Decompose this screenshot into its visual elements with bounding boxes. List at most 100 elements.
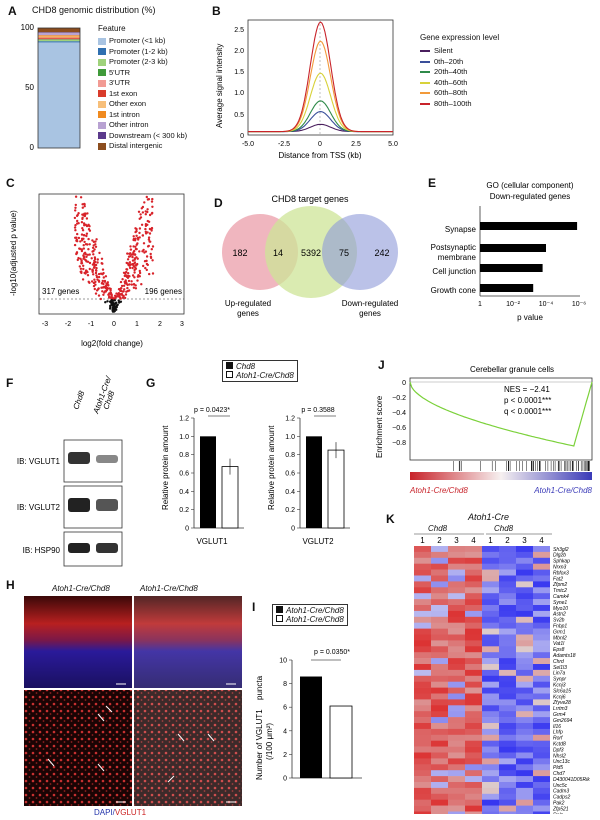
heatmap-cell [533,557,550,564]
point [128,266,132,270]
heatmap-cell [431,669,448,677]
segment-5 [38,37,80,39]
svg-text:Down-regulated genes: Down-regulated genes [490,192,571,201]
heatmap-cell [516,711,533,718]
point [92,266,96,269]
heatmap-cell [465,675,482,682]
heatmap-cell [465,758,482,765]
heatmap-cell [533,610,550,618]
ylabel: Average signal intensity [215,44,224,128]
svg-text:10⁻⁶: 10⁻⁶ [572,301,586,308]
svg-text:membrane: membrane [438,253,477,262]
heatmap-cell [499,646,516,653]
heatmap-cell [465,575,482,582]
heatmap-cell [448,587,465,594]
point [77,222,80,225]
point [127,272,130,275]
panel-e-chart: GO (cellular component) Down-regulated g… [431,181,587,322]
gene-label: Cadm3 [553,789,569,795]
point [79,270,82,273]
heatmap-cell [533,811,550,814]
heatmap-cell [533,799,550,806]
heatmap-cell [414,705,431,712]
heatmap-cell [431,711,448,718]
bar-1 [480,244,546,252]
xlabel: Distance from TSS (kb) [279,151,362,160]
point [134,267,138,270]
heatmap-cell [533,575,550,582]
heatmap-cell [414,551,431,559]
heatmap-cell [516,776,533,783]
svg-text:Up-regulated: Up-regulated [225,299,271,308]
heatmap-cell [431,575,448,582]
heatmap-cell [448,723,465,730]
heatmap-cell [414,776,431,783]
point [81,206,85,209]
point [124,293,128,296]
heatmap-cell [482,681,499,688]
heatmap-cell [465,605,482,612]
point [97,275,101,279]
point [79,240,82,243]
heatmap-cell [499,758,516,765]
heatmap-cell [482,581,499,588]
heatmap-cell [482,699,499,706]
point [81,278,85,281]
heatmap-cell [499,675,516,682]
gene-label: Chd7 [553,771,565,777]
heatmap-cell [465,699,482,706]
point [126,286,129,290]
point [146,210,149,214]
heatmap-cell [448,640,465,647]
point [76,240,79,243]
point [128,289,131,292]
heatmap-cell [414,728,431,736]
heatmap-cell [516,764,533,771]
svg-text:75: 75 [339,248,349,258]
svg-text:Chd8: Chd8 [71,389,86,411]
heatmap-cell [431,563,448,570]
point [147,236,151,239]
legend-item: 60th–80th [420,88,472,99]
point [130,280,133,283]
gene-label: Pld5 [553,765,563,771]
gene-label: Nrxn3 [553,565,567,571]
point [88,261,92,265]
heatmap-cell [448,628,465,635]
heatmap-cell [448,610,465,618]
point [96,288,100,291]
heatmap-cell [516,705,533,712]
heatmap-cell [414,675,431,682]
tick-label: 0.6 [179,471,189,478]
point [100,257,104,260]
svg-text:VGLUT1: VGLUT1 [196,537,228,546]
heatmap-cell [448,740,465,747]
svg-text:genes: genes [359,309,381,318]
heatmap-cell [431,664,448,671]
tick-label: 0.6 [285,471,295,478]
heatmap-cell [431,728,448,736]
gene-label: Adamts18 [552,653,576,659]
point [101,268,105,271]
panel-a-title: CHD8 genomic distribution (%) [32,5,156,15]
point [86,274,90,277]
heatmap-cell [516,605,533,612]
heatmap-cell [533,605,550,612]
tick-label: 1.0 [179,434,189,441]
point [82,257,85,260]
panel-a-legend: Promoter (<1 kb) Promoter (1-2 kb) Promote… [98,36,187,152]
heatmap-cell [499,705,516,712]
heatmap-cell [448,758,465,765]
heatmap-cell [465,705,482,712]
panel-h-micrograph [24,596,242,806]
heatmap-cell [499,687,516,694]
heatmap-cell [533,622,550,629]
heatmap-cell [465,746,482,753]
point [80,233,84,236]
point [148,232,152,235]
heatmap-cell [499,740,516,747]
bar-mutant [221,466,239,529]
heatmap-cell [516,646,533,653]
point [135,234,138,237]
heatmap-cell [482,658,499,665]
